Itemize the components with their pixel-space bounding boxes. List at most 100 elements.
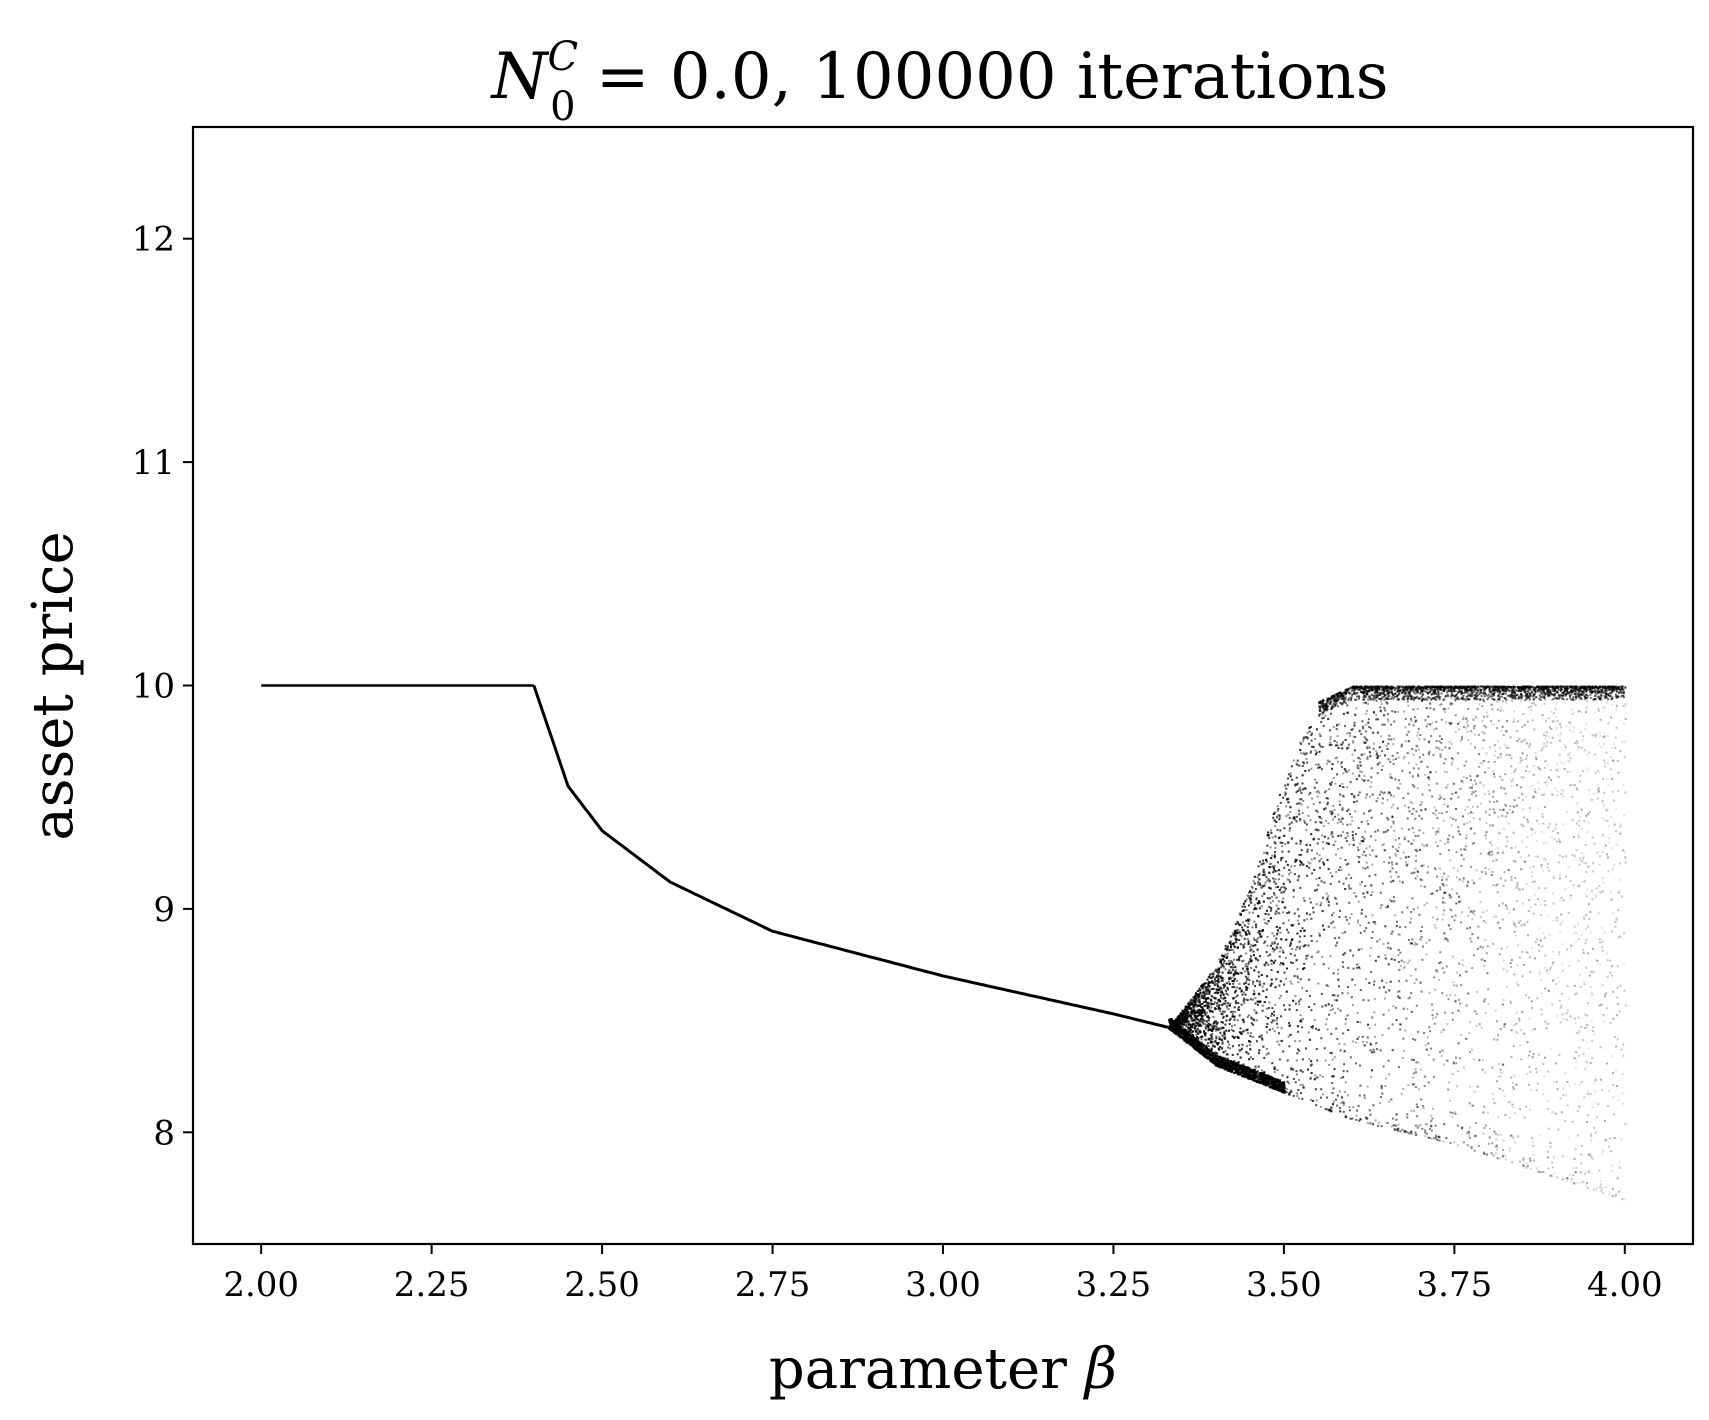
scatter-point — [1455, 808, 1457, 810]
scatter-point — [1528, 1017, 1531, 1020]
scatter-point — [1284, 957, 1287, 959]
scatter-point — [1481, 747, 1484, 750]
scatter-point — [1296, 1095, 1299, 1098]
scatter-point — [1232, 1010, 1235, 1013]
scatter-point — [1389, 947, 1392, 950]
scatter-point — [1526, 1072, 1529, 1075]
scatter-point — [1346, 732, 1349, 735]
scatter-point — [1369, 954, 1371, 957]
scatter-point — [1339, 762, 1342, 765]
scatter-point — [1307, 1031, 1310, 1034]
scatter-point — [1579, 973, 1582, 976]
scatter-point — [1377, 1124, 1379, 1127]
scatter-point — [1395, 848, 1398, 851]
scatter-point — [1547, 1022, 1550, 1025]
scatter-point — [1593, 842, 1596, 845]
scatter-point — [1399, 857, 1402, 860]
scatter-point — [1503, 1095, 1506, 1098]
scatter-point — [1392, 822, 1395, 825]
scatter-point — [1449, 701, 1452, 704]
scatter-point — [1544, 699, 1547, 702]
scatter-point — [1359, 842, 1362, 845]
scatter-point — [1246, 894, 1249, 897]
scatter-point — [1485, 837, 1487, 840]
scatter-point — [1478, 1059, 1481, 1062]
scatter-point — [1296, 1092, 1298, 1095]
scatter-point — [1532, 1053, 1535, 1056]
scatter-point — [1526, 1041, 1529, 1044]
scatter-point — [1265, 1015, 1267, 1018]
scatter-point — [1421, 801, 1423, 804]
scatter-point — [1249, 1056, 1252, 1059]
scatter-point — [1621, 741, 1624, 744]
scatter-point — [1596, 784, 1599, 787]
scatter-point — [1308, 1058, 1311, 1061]
scatter-point — [1506, 746, 1509, 749]
scatter-point — [1322, 1093, 1324, 1096]
scatter-point — [1332, 1103, 1334, 1106]
scatter-point — [1438, 1135, 1441, 1138]
scatter-point — [1298, 787, 1301, 790]
scatter-point — [1410, 1130, 1413, 1133]
scatter-point — [1616, 1038, 1619, 1041]
scatter-point — [1588, 903, 1590, 906]
scatter-point — [1338, 1042, 1341, 1045]
scatter-point — [1317, 982, 1320, 985]
scatter-point — [1243, 1029, 1246, 1032]
scatter-point — [1417, 834, 1420, 837]
scatter-point — [1499, 775, 1502, 778]
scatter-point — [1602, 706, 1605, 709]
scatter-point — [1274, 882, 1277, 885]
scatter-point — [1493, 1130, 1496, 1133]
scatter-point — [1428, 741, 1430, 744]
scatter-point — [1538, 1134, 1541, 1137]
scatter-point — [1242, 1063, 1245, 1066]
scatter-point — [1623, 756, 1626, 759]
scatter-point — [1505, 985, 1508, 988]
scatter-point — [1365, 738, 1368, 741]
scatter-point — [1500, 730, 1503, 733]
scatter-point — [1364, 885, 1367, 888]
scatter-point — [1395, 1114, 1398, 1117]
scatter-point — [1475, 716, 1478, 719]
scatter-point — [1196, 1031, 1199, 1034]
scatter-point — [1379, 906, 1382, 909]
scatter-point — [1514, 877, 1517, 879]
scatter-point — [1382, 843, 1385, 846]
scatter-point — [1269, 917, 1272, 920]
scatter-point — [1471, 879, 1474, 882]
scatter-point — [1363, 1044, 1366, 1047]
scatter-point — [1275, 870, 1278, 873]
scatter-point — [1402, 1088, 1405, 1090]
scatter-point — [1190, 998, 1193, 1001]
scatter-point — [1314, 1088, 1317, 1091]
scatter-point — [1282, 882, 1285, 885]
scatter-point — [1407, 740, 1410, 743]
scatter-point — [1463, 848, 1466, 851]
scatter-point — [1405, 693, 1408, 696]
scatter-point — [1599, 1180, 1602, 1182]
scatter-point — [1342, 1076, 1345, 1079]
scatter-point — [1591, 836, 1594, 839]
scatter-point — [1395, 1118, 1397, 1121]
scatter-point — [1213, 980, 1216, 983]
scatter-point — [1307, 1068, 1309, 1071]
scatter-point — [1398, 880, 1401, 883]
scatter-point — [1592, 947, 1594, 950]
scatter-point — [1298, 1079, 1300, 1082]
scatter-point — [1575, 803, 1578, 806]
scatter-point — [1498, 1087, 1501, 1090]
scatter-point — [1267, 831, 1270, 834]
scatter-point — [1495, 915, 1498, 918]
scatter-point — [1539, 914, 1542, 917]
scatter-point — [1587, 1171, 1590, 1173]
scatter-point — [1352, 1106, 1355, 1109]
scatter-point — [1522, 1164, 1525, 1167]
scatter-point — [1573, 1157, 1576, 1160]
scatter-point — [1269, 846, 1272, 849]
scatter-point — [1551, 963, 1554, 966]
scatter-point — [1407, 1084, 1410, 1087]
scatter-point — [1383, 849, 1386, 851]
scatter-point — [1562, 795, 1565, 798]
scatter-point — [1534, 855, 1537, 858]
